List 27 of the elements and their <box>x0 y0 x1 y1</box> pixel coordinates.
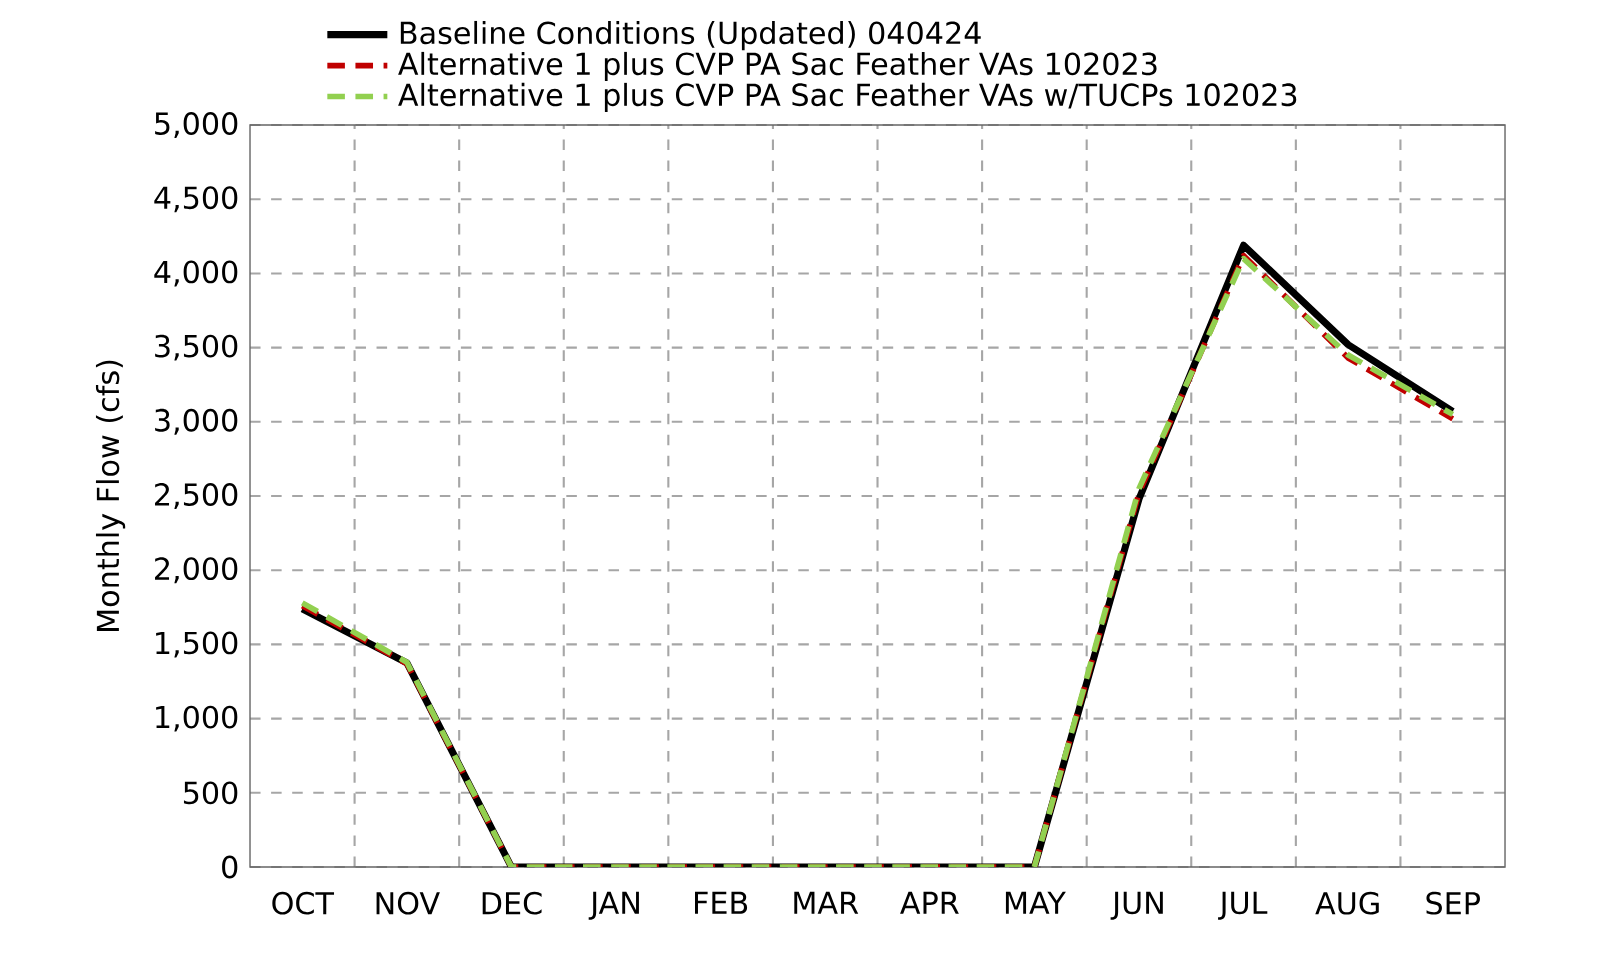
x-tick-label: FEB <box>695 891 748 914</box>
x-tick-label: JUL <box>1218 891 1268 920</box>
x-tick-label: SEP <box>1426 891 1480 915</box>
y-tick-label: 4,000 <box>154 260 238 287</box>
y-tick-label: 3,000 <box>155 408 238 435</box>
x-tick-label: MAY <box>1005 891 1066 914</box>
y-tick-label: 2,000 <box>155 557 238 584</box>
legend-label: Baseline Conditions (Updated) 040424 <box>400 20 981 51</box>
x-tick-label: OCT <box>272 891 335 915</box>
y-tick-label: 4,500 <box>154 186 238 213</box>
y-tick-label: 2,500 <box>155 483 238 510</box>
y-axis-title: Monthly Flow (cfs) <box>95 360 126 631</box>
x-tick-label: NOV <box>376 891 440 915</box>
y-tick-label: 1,000 <box>156 705 238 732</box>
x-tick-label: AUG <box>1315 891 1379 915</box>
legend-label: Alternative 1 plus CVP PA Sac Feather VAs w/TUCPs 102023 <box>398 82 1297 113</box>
legend-label: Alternative 1 plus CVP PA Sac Feather VAs 102023 <box>398 51 1157 82</box>
y-tick-label: 3,500 <box>155 334 238 361</box>
y-tick-label: 500 <box>183 781 238 805</box>
x-tick-label: DEC <box>482 891 542 915</box>
x-tick-label: APR <box>900 891 959 914</box>
y-tick-label: 0 <box>222 855 238 879</box>
y-tick-label: 5,000 <box>155 112 238 139</box>
x-tick-label: MAR <box>794 891 859 914</box>
x-tick-label: JAN <box>588 891 639 920</box>
x-tick-label: JUN <box>1110 891 1163 920</box>
y-tick-label: 1,500 <box>156 631 238 658</box>
